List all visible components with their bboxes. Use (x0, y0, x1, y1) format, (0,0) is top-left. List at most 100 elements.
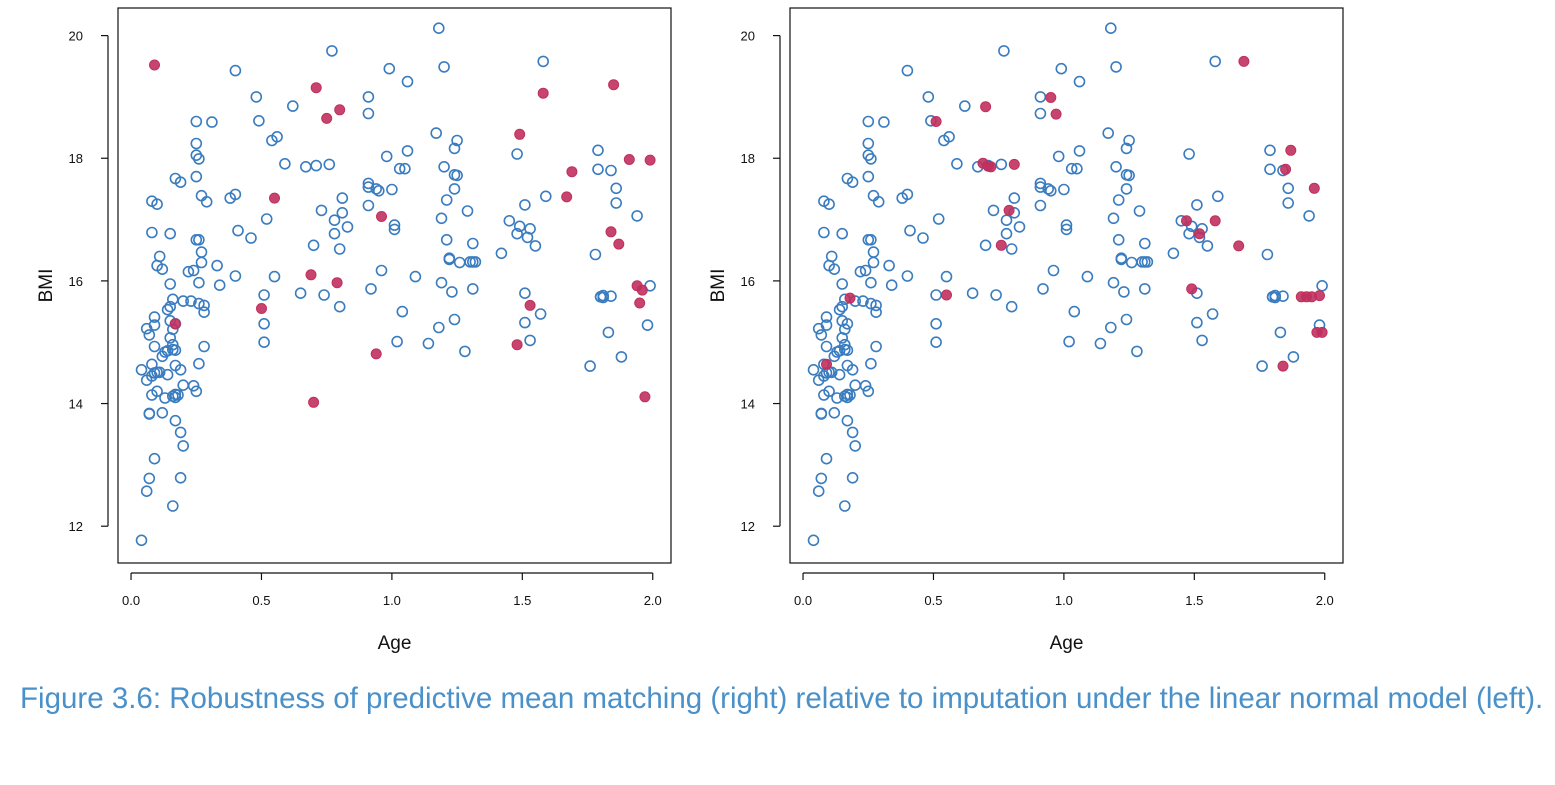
imputed-points (149, 59, 656, 408)
observed-point (451, 169, 463, 182)
observed-point (318, 289, 330, 301)
observed-point (143, 407, 156, 420)
observed-point (519, 287, 531, 300)
observed-point (605, 164, 617, 177)
observed-point (1107, 212, 1120, 225)
observed-point (1060, 219, 1073, 231)
observed-point (539, 190, 552, 203)
observed-point (1005, 243, 1018, 255)
observed-point (177, 440, 189, 452)
x-tick-label: 0.5 (252, 593, 270, 608)
observed-point (519, 316, 531, 329)
observed-point (388, 223, 401, 236)
observed-point (399, 162, 411, 175)
observed-point (1123, 134, 1135, 147)
observed-point (156, 263, 169, 276)
imputed-point (1316, 326, 1328, 338)
observed-point (503, 215, 516, 227)
observed-point (1073, 145, 1086, 157)
observed-point (135, 534, 148, 547)
observed-point (310, 159, 323, 172)
observed-point (1047, 264, 1060, 277)
observed-point (1000, 227, 1013, 240)
observed-point (198, 299, 210, 312)
observed-point (174, 363, 187, 376)
observed-point (641, 319, 654, 331)
observed-point (1045, 185, 1057, 197)
observed-point (537, 55, 550, 68)
observed-point (828, 263, 841, 276)
observed-point (1212, 190, 1224, 203)
observed-point (1131, 345, 1143, 358)
observed-point (451, 134, 463, 147)
observed-point (846, 471, 859, 484)
observed-point (1068, 305, 1081, 318)
observed-point (1196, 334, 1208, 347)
observed-point (1112, 234, 1125, 246)
observed-point (1110, 61, 1122, 73)
observed-point (865, 234, 877, 246)
observed-point (1120, 183, 1133, 195)
y-axis-title-right: BMI (708, 269, 729, 303)
observed-point (1269, 291, 1281, 304)
imputed-point (844, 292, 856, 304)
observed-point (857, 295, 869, 307)
observed-point (1183, 148, 1195, 160)
observed-point (1063, 335, 1075, 348)
observed-point (1112, 194, 1125, 206)
x-axis-title-left: Age (378, 633, 412, 654)
observed-point (135, 363, 148, 376)
observed-point (1034, 177, 1047, 190)
observed-point (1034, 199, 1047, 212)
imputed-point (1003, 204, 1015, 216)
observed-point (930, 336, 942, 349)
observed-point (854, 265, 867, 278)
observed-point (362, 107, 375, 120)
observed-point (148, 340, 161, 353)
imputed-point (636, 284, 648, 296)
observed-point (865, 297, 877, 310)
observed-point (193, 234, 205, 246)
imputed-point (1045, 92, 1057, 103)
observed-point (393, 162, 406, 175)
imputed-point (1233, 240, 1245, 252)
observed-point (930, 289, 942, 301)
observed-point (865, 357, 877, 370)
x-tick-label: 2.0 (1316, 593, 1334, 608)
observed-point (250, 91, 263, 103)
observed-point (164, 227, 176, 240)
observed-point (380, 150, 393, 163)
observed-point (172, 389, 184, 401)
observed-point (448, 183, 461, 195)
observed-point (870, 299, 882, 312)
imputed-point (605, 226, 617, 238)
imputed-point (644, 154, 656, 166)
y-tick-label: 18 (741, 151, 755, 166)
observed-point (177, 379, 189, 392)
imputed-points (821, 55, 1328, 372)
observed-point (836, 300, 849, 313)
observed-point (432, 321, 445, 334)
observed-point (1094, 337, 1107, 350)
imputed-point (1194, 228, 1205, 240)
imputed-point (524, 299, 536, 311)
observed-point (1005, 300, 1018, 313)
imputed-point (1008, 158, 1020, 170)
observed-point (836, 278, 849, 290)
observed-point (438, 61, 450, 73)
observed-point (1191, 199, 1203, 211)
observed-point (901, 188, 914, 201)
observed-point (815, 407, 828, 420)
observed-point (1000, 214, 1013, 226)
observed-point (333, 300, 346, 313)
observed-point (823, 385, 835, 398)
observed-point (1120, 313, 1133, 326)
observed-point (258, 317, 270, 330)
y-tick-label: 20 (69, 29, 83, 44)
x-axis-left: 0.0 0.5 1.0 1.5 2.0 (122, 572, 662, 608)
plot-area-left (135, 22, 656, 547)
observed-point (820, 311, 833, 323)
observed-point (922, 91, 935, 103)
observed-point (148, 319, 161, 331)
observed-point (849, 440, 862, 452)
